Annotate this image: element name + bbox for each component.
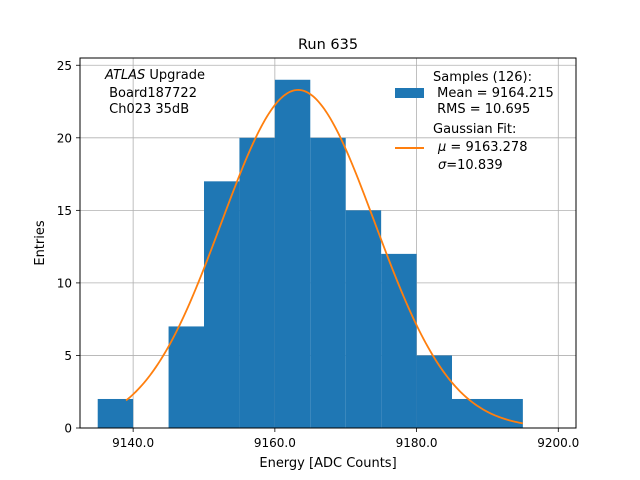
legend-samples-mean: Mean = 9164.215 — [433, 86, 554, 101]
y-tick-label-4: 20 — [57, 131, 72, 145]
histogram-bar-6 — [310, 137, 346, 428]
legend-fit-sigma: σ=10.839 — [438, 158, 503, 173]
legend-fit-title: Gaussian Fit: — [433, 122, 516, 137]
x-tick-label-1: 9160.0 — [254, 436, 296, 450]
histogram-bar-2 — [168, 326, 204, 428]
y-axis-label: Entries — [33, 220, 48, 266]
annotation-atlas: ATLAS — [104, 68, 145, 83]
histogram-bar-3 — [204, 181, 240, 428]
chart-title: Run 635 — [298, 37, 358, 53]
legend-mu-symbol: μ — [437, 140, 446, 155]
plot-frame — [79, 57, 577, 429]
atlas-annotation: ATLAS Upgrade Board187722 Ch023 35dB — [104, 68, 205, 117]
annotation-board: Board187722 — [105, 86, 197, 101]
annotation-upgrade: Upgrade — [145, 68, 205, 83]
histogram-bar-0 — [97, 398, 134, 428]
y-tick-label-5: 25 — [57, 59, 72, 73]
x-axis-label: Energy [ADC Counts] — [259, 456, 396, 471]
histogram-bar-7 — [345, 210, 382, 428]
legend-sigma-symbol: σ — [438, 158, 447, 173]
x-tick-label-0: 9140.0 — [112, 436, 154, 450]
annotation-channel: Ch023 35dB — [105, 102, 189, 117]
annotation-line1: ATLAS Upgrade — [104, 68, 205, 83]
legend-sigma-value: =10.839 — [446, 158, 502, 173]
histogram-bar-10 — [452, 398, 523, 428]
histogram-bar-5 — [274, 79, 311, 428]
legend-samples-patch — [395, 88, 424, 98]
x-tick-label-2: 9180.0 — [396, 436, 438, 450]
x-tick-label-3: 9200.0 — [537, 436, 579, 450]
gaussian-fit-curve — [125, 89, 524, 425]
histogram-bars — [97, 79, 523, 428]
y-tick-label-0: 0 — [64, 422, 72, 436]
legend-samples-rms: RMS = 10.695 — [433, 102, 530, 117]
y-tick-label-2: 10 — [57, 276, 72, 290]
y-axis-ticks: 0 5 10 15 20 25 — [57, 59, 80, 436]
legend-fit-mu: μ = 9163.278 — [437, 140, 527, 155]
histogram-bar-8 — [381, 253, 417, 428]
gaussian-fit — [125, 89, 524, 425]
histogram-bar-9 — [416, 355, 452, 428]
x-axis-ticks: 9140.0 9160.0 9180.0 9200.0 — [112, 428, 579, 450]
y-tick-label-1: 5 — [64, 349, 72, 363]
y-tick-label-3: 15 — [57, 204, 72, 218]
histogram-bar-4 — [239, 137, 275, 428]
legend-samples-title: Samples (126): — [433, 70, 532, 85]
legend-mu-value: = 9163.278 — [446, 140, 527, 155]
legend: Samples (126): Mean = 9164.215 RMS = 10.… — [395, 70, 554, 173]
